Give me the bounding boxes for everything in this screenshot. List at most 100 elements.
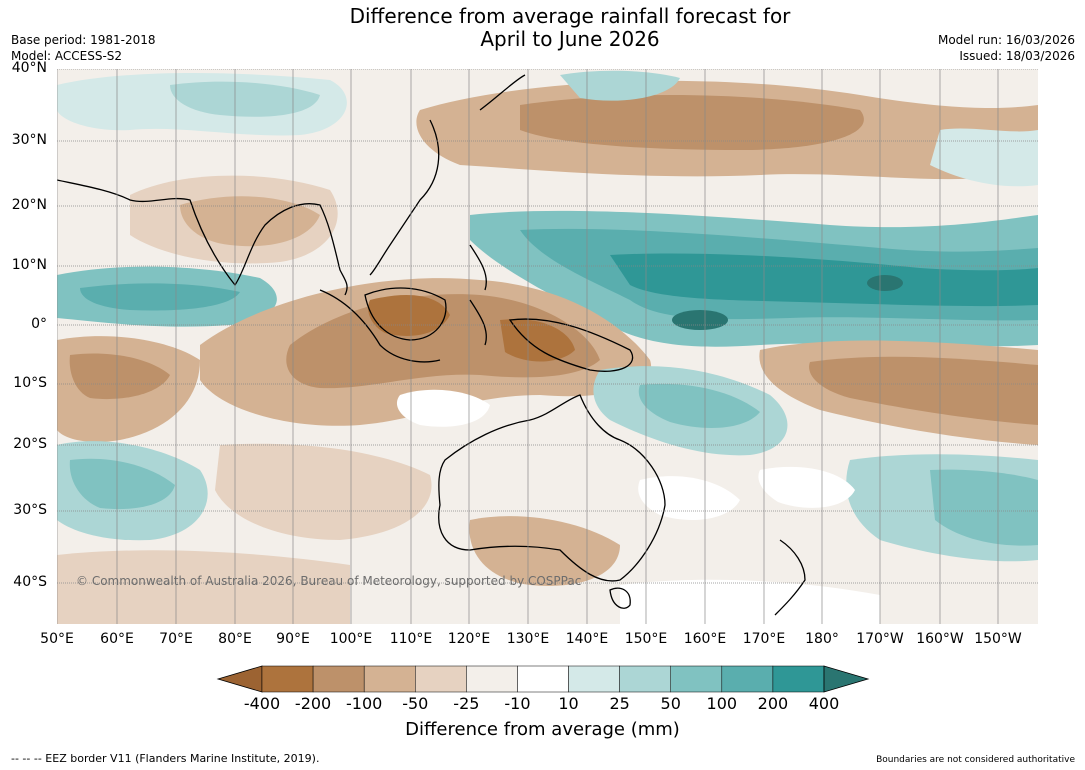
wet-region-north-east-pacific xyxy=(930,128,1038,187)
longitude-label: 170°E xyxy=(742,631,786,647)
latitude-label: 30°N xyxy=(11,132,47,148)
wet-core-170w xyxy=(867,275,903,291)
coastline-east-asia xyxy=(369,119,440,276)
coastline-australia xyxy=(438,394,666,582)
eez-footnote: -- -- -- EEZ border V11 (Flanders Marine… xyxy=(11,752,320,765)
latitude-label: 0° xyxy=(31,316,47,332)
dry-region-maritime-continent-inner xyxy=(286,294,600,389)
colorbar-tick-label: 100 xyxy=(706,694,738,713)
longitude-label: 150°E xyxy=(624,631,668,647)
colorbar-segment xyxy=(568,665,620,693)
longitude-label: 150°W xyxy=(974,631,1022,647)
colorbar xyxy=(216,665,870,693)
latitude-label: 10°N xyxy=(11,257,47,273)
longitude-label: 160°E xyxy=(683,631,727,647)
wet-region-central-asia-core xyxy=(170,81,320,117)
longitude-label: 110°E xyxy=(389,631,433,647)
longitude-label: 50°E xyxy=(40,631,74,647)
dry-region-north-pacific-core xyxy=(520,94,864,150)
colorbar-tick-label: 25 xyxy=(609,694,630,713)
longitude-label: 130°E xyxy=(506,631,550,647)
dry-region-south-pacific-core xyxy=(809,356,1038,425)
neutral-patch-south xyxy=(620,579,880,624)
meta-left: Base period: 1981-2018 Model: ACCESS-S2 xyxy=(11,32,156,64)
graticule xyxy=(57,69,1038,584)
wet-region-coral-sea-core xyxy=(638,383,760,428)
neutral-patch-3 xyxy=(758,466,855,508)
coastline-borneo xyxy=(364,287,447,341)
colorbar-tick-label: 200 xyxy=(757,694,789,713)
longitude-label: 90°E xyxy=(276,631,310,647)
coastline-tasmania xyxy=(609,587,631,609)
latitude-label: 20°S xyxy=(13,436,47,452)
neutral-patch-1 xyxy=(396,389,490,427)
longitude-label: 120°E xyxy=(447,631,491,647)
longitude-label: 70°E xyxy=(159,631,193,647)
colorbar-segment xyxy=(466,665,518,693)
longitude-label: 180° xyxy=(805,631,839,647)
coastline-sulawesi xyxy=(469,299,487,346)
model-name: Model: ACCESS-S2 xyxy=(11,49,123,63)
longitude-label: 80°E xyxy=(218,631,252,647)
colorbar-title: Difference from average (mm) xyxy=(405,719,680,740)
title-line-1: Difference from average rainfall forecas… xyxy=(349,4,791,28)
coastline-philippines xyxy=(469,244,487,291)
colorbar-tick-label: 50 xyxy=(660,694,681,713)
dry-region-india-core xyxy=(180,196,320,247)
latitude-label: 20°N xyxy=(11,197,47,213)
longitude-label: 140°E xyxy=(565,631,609,647)
wet-region-south-east-pacific-core xyxy=(930,469,1038,546)
coastline-south-asia xyxy=(57,179,348,296)
coastline-new-guinea xyxy=(508,318,634,372)
colorbar-segment xyxy=(772,665,825,693)
colorbar-tick-label: -400 xyxy=(243,694,281,713)
colorbar-segment xyxy=(517,665,569,693)
issued-date: Issued: 18/03/2026 xyxy=(959,49,1075,63)
colorbar-segment xyxy=(363,665,416,693)
wet-region-south-indian-ocean-core xyxy=(69,458,175,510)
title-line-2: April to June 2026 xyxy=(480,27,660,51)
colorbar-tick-label: -25 xyxy=(453,694,480,713)
map-title: Difference from average rainfall forecas… xyxy=(270,5,870,51)
colorbar-segment xyxy=(670,665,723,693)
colorbar-tick-label: -10 xyxy=(504,694,531,713)
colorbar-segment xyxy=(721,665,774,693)
colorbar-arrow-left xyxy=(216,665,263,693)
longitude-label: 160°W xyxy=(916,631,964,647)
wet-region-north-east xyxy=(560,70,680,101)
colorbar-segment xyxy=(415,665,467,693)
dry-core-borneo xyxy=(368,295,450,336)
coastline-sumatra xyxy=(319,289,441,363)
colorbar-segment xyxy=(312,665,365,693)
wet-region-indian-ocean-core xyxy=(80,283,240,311)
colorbar-segment xyxy=(619,665,671,693)
colorbar-tick-label: 400 xyxy=(808,694,840,713)
dry-core-new-guinea xyxy=(500,319,575,362)
dry-region-south-australia xyxy=(469,516,620,586)
map-area xyxy=(57,69,1038,624)
latitude-label: 40°S xyxy=(13,574,47,590)
latitude-label: 10°S xyxy=(13,375,47,391)
meridians xyxy=(57,69,999,624)
wet-region-tropical-pacific-core xyxy=(610,253,1038,307)
colorbar-tick-label: -100 xyxy=(346,694,383,713)
dry-region-southern-ocean xyxy=(57,550,350,624)
longitude-label: 170°W xyxy=(856,631,904,647)
colorbar-segment xyxy=(261,665,314,693)
longitude-label: 60°E xyxy=(100,631,134,647)
latitude-label: 30°S xyxy=(13,502,47,518)
dry-region-south-indian xyxy=(215,443,432,540)
base-period: Base period: 1981-2018 xyxy=(11,33,156,47)
colorbar-tick-label: 10 xyxy=(558,694,579,713)
model-run: Model run: 16/03/2026 xyxy=(937,33,1075,47)
meta-right: Model run: 16/03/2026 Issued: 18/03/2026 xyxy=(938,32,1075,64)
boundaries-disclaimer: Boundaries are not considered authoritat… xyxy=(876,755,1075,765)
longitude-label: 100°E xyxy=(329,631,373,647)
colorbar-tick-label: -50 xyxy=(402,694,429,713)
colorbar-tick-label: -200 xyxy=(294,694,332,713)
coastline-japan xyxy=(479,74,526,111)
coastline-new-zealand xyxy=(774,539,806,616)
colorbar-arrow-right xyxy=(823,665,870,693)
coastlines xyxy=(57,74,806,616)
